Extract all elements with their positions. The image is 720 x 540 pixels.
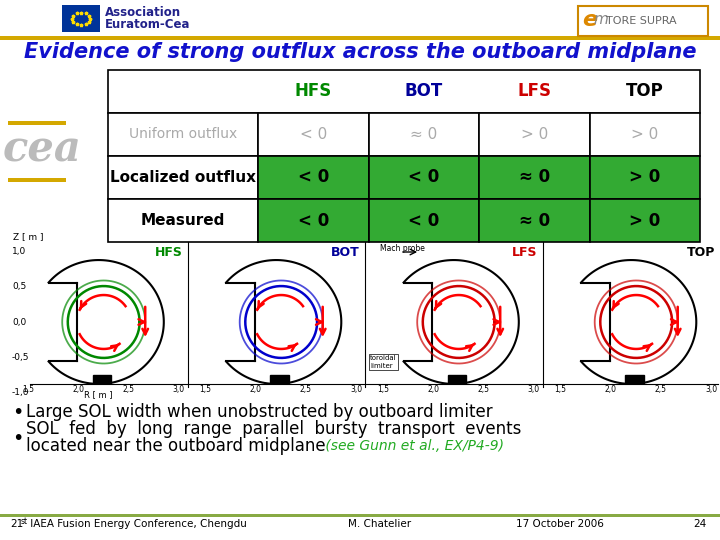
Bar [0, 36, 720, 40]
Text: st: st [21, 517, 28, 526]
Text: 2,5: 2,5 [477, 385, 490, 394]
Text: cea: cea [3, 129, 81, 171]
Bar [479, 199, 590, 242]
Text: BOT: BOT [331, 246, 360, 259]
Text: LFS: LFS [512, 246, 538, 259]
Text: LFS: LFS [517, 83, 552, 100]
Bar [108, 156, 258, 199]
Text: m: m [593, 12, 608, 27]
Text: TORE SUPRA: TORE SUPRA [606, 16, 677, 26]
Text: > 0: > 0 [521, 127, 548, 142]
Text: ≈ 0: ≈ 0 [518, 212, 550, 230]
Text: < 0: < 0 [408, 212, 439, 230]
Text: Measured: Measured [141, 213, 225, 228]
Text: IAEA Fusion Energy Conference, Chengdu: IAEA Fusion Energy Conference, Chengdu [27, 519, 247, 529]
Text: 2,5: 2,5 [122, 385, 135, 394]
Text: •: • [12, 429, 23, 448]
Text: 3,0: 3,0 [173, 385, 185, 394]
Text: -0,5: -0,5 [12, 353, 30, 362]
Text: < 0: < 0 [297, 212, 329, 230]
Text: located near the outboard midplane: located near the outboard midplane [26, 437, 325, 455]
Text: 0,5: 0,5 [12, 282, 26, 291]
Text: < 0: < 0 [300, 127, 327, 142]
Text: SOL  fed  by  long  range  parallel  bursty  transport  events: SOL fed by long range parallel bursty tr… [26, 420, 521, 438]
Text: 2,0: 2,0 [250, 385, 261, 394]
Text: 0,0: 0,0 [12, 318, 26, 327]
Text: -1,0: -1,0 [12, 388, 30, 397]
Bar [270, 375, 289, 383]
Text: ≈ 0: ≈ 0 [518, 168, 550, 186]
Text: M. Chatelier: M. Chatelier [348, 519, 412, 529]
Bar [590, 199, 700, 242]
Text: (see Gunn et al., EX/P4-9): (see Gunn et al., EX/P4-9) [321, 439, 504, 453]
Text: > 0: > 0 [629, 212, 660, 230]
Bar [10, 242, 720, 402]
Text: HFS: HFS [155, 246, 182, 259]
Text: 1,5: 1,5 [377, 385, 389, 394]
Text: 24: 24 [693, 519, 706, 529]
Text: TOP: TOP [626, 83, 664, 100]
Bar [62, 5, 100, 32]
Text: 17 October 2006: 17 October 2006 [516, 519, 604, 529]
Text: BOT: BOT [405, 83, 443, 100]
Bar [8, 121, 66, 125]
Text: Euratom-Cea: Euratom-Cea [105, 18, 191, 31]
Bar [258, 156, 369, 199]
Text: HFS: HFS [294, 83, 332, 100]
Bar [369, 113, 479, 156]
Text: < 0: < 0 [408, 168, 439, 186]
Text: 2,0: 2,0 [605, 385, 616, 394]
Bar [479, 113, 590, 156]
Bar [0, 514, 720, 517]
Text: 2,0: 2,0 [72, 385, 84, 394]
Bar [625, 375, 644, 383]
Text: e: e [582, 10, 597, 30]
Text: 2,5: 2,5 [300, 385, 312, 394]
Text: 3,0: 3,0 [350, 385, 362, 394]
Bar [93, 375, 111, 383]
Bar [8, 178, 66, 182]
Bar [108, 199, 258, 242]
Text: 1,0: 1,0 [12, 247, 26, 256]
Text: 2,5: 2,5 [654, 385, 667, 394]
Text: 1,5: 1,5 [22, 385, 34, 394]
Text: Association: Association [105, 6, 181, 19]
Text: 3,0: 3,0 [528, 385, 540, 394]
Bar [448, 375, 466, 383]
Bar [590, 113, 700, 156]
Text: TOP: TOP [687, 246, 715, 259]
Bar [578, 6, 708, 36]
Text: Evidence of strong outflux across the outboard midplane: Evidence of strong outflux across the ou… [24, 42, 696, 62]
Bar [479, 156, 590, 199]
Text: 1,5: 1,5 [199, 385, 211, 394]
Bar [369, 199, 479, 242]
Text: > 0: > 0 [631, 127, 658, 142]
Bar [108, 70, 700, 113]
Text: 1,5: 1,5 [554, 385, 566, 394]
Bar [369, 156, 479, 199]
Text: ≈ 0: ≈ 0 [410, 127, 437, 142]
Text: Localized outflux: Localized outflux [110, 170, 256, 185]
Text: Large SOL width when unobstructed by outboard limiter: Large SOL width when unobstructed by out… [26, 403, 492, 421]
Bar [590, 156, 700, 199]
Text: < 0: < 0 [297, 168, 329, 186]
Text: 21: 21 [10, 519, 23, 529]
Text: •: • [12, 402, 23, 422]
Text: R [ m ]: R [ m ] [84, 390, 113, 399]
Text: 2,0: 2,0 [427, 385, 439, 394]
Text: Mach probe: Mach probe [380, 244, 425, 253]
Text: Z [ m ]: Z [ m ] [13, 233, 43, 241]
Text: toroidal
limiter: toroidal limiter [370, 355, 397, 368]
Text: > 0: > 0 [629, 168, 660, 186]
Bar [258, 199, 369, 242]
Bar [258, 113, 369, 156]
Bar [108, 113, 258, 156]
Text: 3,0: 3,0 [705, 385, 717, 394]
Text: Uniform outflux: Uniform outflux [129, 127, 237, 141]
